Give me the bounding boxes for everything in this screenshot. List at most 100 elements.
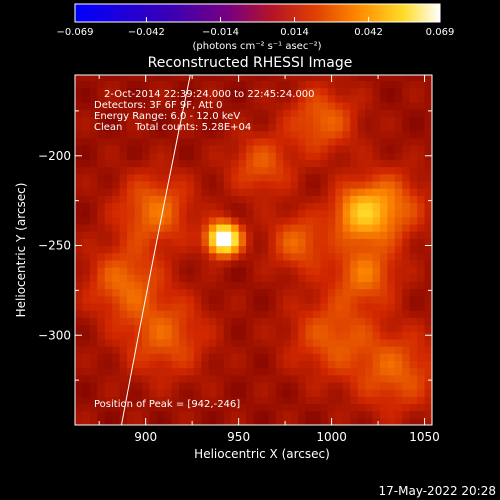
heatmap-cell	[379, 346, 388, 354]
heatmap-cell	[75, 295, 84, 304]
heatmap-cell	[216, 94, 225, 103]
heatmap-cell	[268, 137, 277, 146]
heatmap-cell	[260, 109, 269, 117]
heatmap-cell	[246, 209, 255, 218]
heatmap-cell	[119, 417, 128, 425]
heatmap-cell	[141, 367, 150, 376]
heatmap-cell	[82, 202, 91, 211]
heatmap-cell	[186, 317, 195, 326]
heatmap-cell	[164, 137, 173, 146]
heatmap-cell	[357, 202, 366, 211]
heatmap-cell	[365, 245, 374, 254]
heatmap-cell	[320, 353, 329, 361]
heatmap-cell	[238, 209, 247, 218]
heatmap-cell	[164, 374, 173, 383]
heatmap-cell	[171, 259, 180, 268]
heatmap-cell	[186, 259, 195, 268]
heatmap-cell	[372, 145, 381, 153]
heatmap-cell	[283, 396, 292, 405]
heatmap-cell	[216, 216, 225, 225]
heatmap-cell	[335, 209, 344, 218]
heatmap-cell	[208, 295, 217, 304]
heatmap-cell	[417, 152, 426, 160]
heatmap-cell	[379, 324, 388, 333]
heatmap-cell	[149, 396, 158, 405]
heatmap-cell	[223, 302, 232, 311]
heatmap-cell	[231, 396, 240, 405]
heatmap-cell	[320, 188, 329, 196]
heatmap-cell	[379, 389, 388, 397]
heatmap-cell	[156, 123, 165, 132]
heatmap-cell	[387, 94, 396, 103]
heatmap-cell	[394, 223, 403, 232]
heatmap-cell	[127, 87, 136, 96]
heatmap-cell	[327, 338, 336, 347]
heatmap-cell	[372, 166, 381, 175]
heatmap-cell	[305, 123, 314, 132]
heatmap-cell	[402, 302, 411, 311]
heatmap-cell	[164, 209, 173, 218]
heatmap-cell	[112, 94, 121, 103]
heatmap-cell	[320, 360, 329, 369]
heatmap-cell	[283, 338, 292, 347]
heatmap-cell	[179, 353, 188, 361]
heatmap-cell	[186, 202, 195, 211]
heatmap-cell	[357, 353, 366, 361]
heatmap-cell	[342, 403, 351, 412]
heatmap-cell	[260, 188, 269, 196]
heatmap-cell	[305, 94, 314, 103]
heatmap-cell	[342, 310, 351, 318]
heatmap-cell	[313, 267, 322, 275]
heatmap-cell	[208, 346, 217, 354]
heatmap-cell	[335, 137, 344, 146]
heatmap-cell	[194, 173, 203, 182]
heatmap-cell	[379, 152, 388, 160]
heatmap-cell	[141, 195, 150, 204]
heatmap-cell	[268, 209, 277, 218]
y-tick-label: −250	[38, 239, 71, 253]
heatmap-cell	[164, 75, 173, 81]
heatmap-cell	[216, 245, 225, 254]
heatmap-cell	[335, 75, 344, 81]
heatmap-cell	[387, 274, 396, 283]
heatmap-cell	[417, 310, 426, 318]
heatmap-cell	[171, 202, 180, 211]
heatmap-cell	[298, 367, 307, 376]
heatmap-cell	[127, 410, 136, 419]
heatmap-cell	[82, 152, 91, 160]
heatmap-cell	[372, 353, 381, 361]
heatmap-cell	[275, 145, 284, 153]
heatmap-cell	[97, 123, 106, 132]
heatmap-cell	[342, 281, 351, 290]
heatmap-cell	[104, 87, 113, 96]
heatmap-cell	[253, 410, 262, 419]
heatmap-cell	[89, 281, 98, 290]
heatmap-cell	[305, 145, 314, 153]
heatmap-cell	[417, 396, 426, 405]
heatmap-cell	[305, 180, 314, 189]
heatmap-cell	[238, 152, 247, 160]
heatmap-cell	[394, 353, 403, 361]
heatmap-cell	[424, 360, 432, 369]
heatmap-cell	[275, 209, 284, 218]
heatmap-cell	[119, 281, 128, 290]
heatmap-cell	[97, 360, 106, 369]
heatmap-cell	[409, 389, 418, 397]
heatmap-cell	[357, 381, 366, 390]
heatmap-cell	[253, 173, 262, 182]
heatmap-cell	[342, 109, 351, 117]
heatmap-cell	[409, 145, 418, 153]
heatmap-cell	[164, 367, 173, 376]
heatmap-cell	[290, 159, 299, 168]
heatmap-cell	[275, 259, 284, 268]
heatmap-cell	[171, 302, 180, 311]
heatmap-cell	[149, 267, 158, 275]
heatmap-cell	[417, 403, 426, 412]
heatmap-cell	[387, 209, 396, 218]
heatmap-cell	[372, 331, 381, 340]
heatmap-cell	[365, 101, 374, 110]
heatmap-cell	[417, 324, 426, 333]
heatmap-cell	[216, 346, 225, 354]
heatmap-cell	[394, 209, 403, 218]
heatmap-cell	[409, 238, 418, 247]
